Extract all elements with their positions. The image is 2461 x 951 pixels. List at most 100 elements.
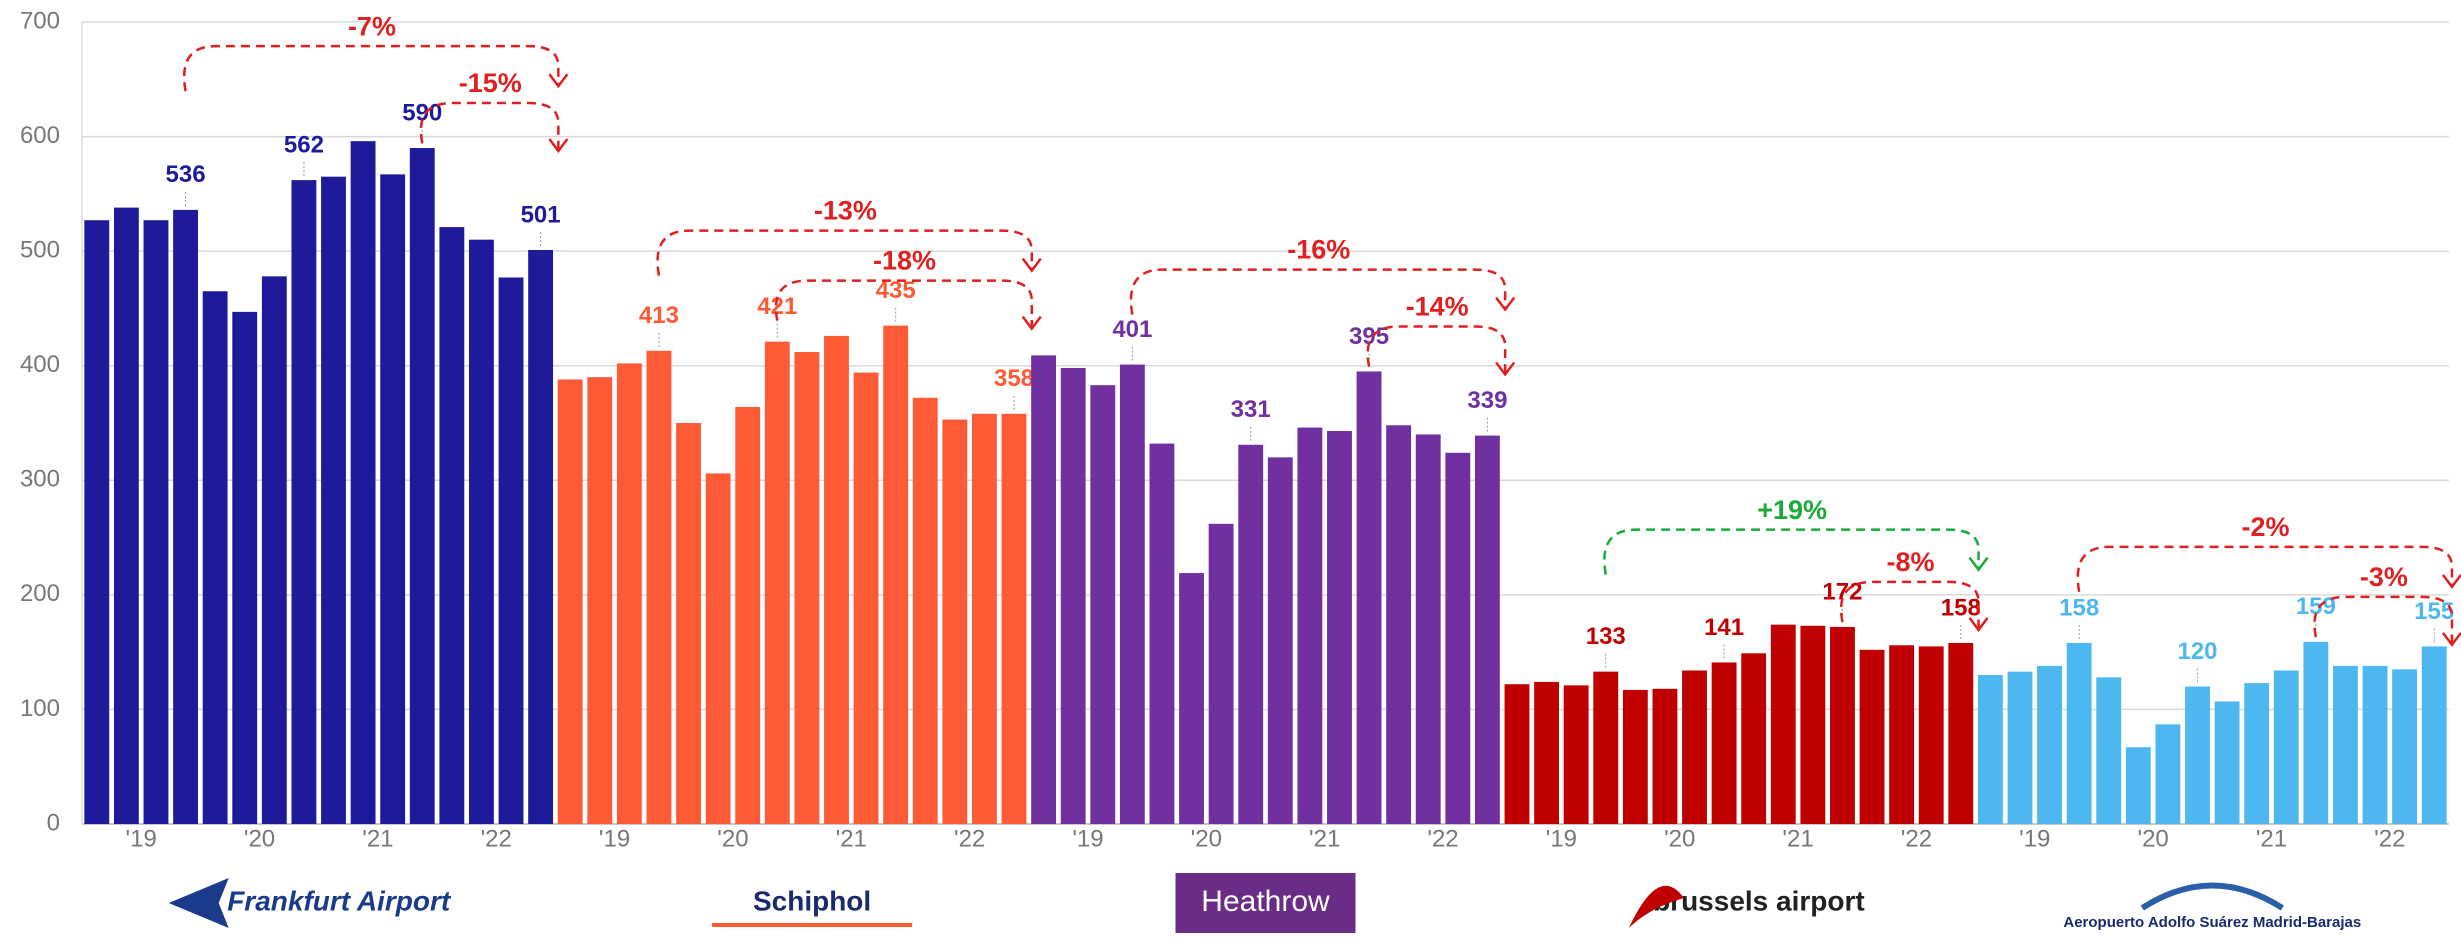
arrow-head	[1021, 257, 1042, 273]
bar	[1563, 685, 1589, 824]
bar	[2007, 671, 2033, 824]
bar	[735, 406, 761, 824]
x-tick-label: '21	[1782, 825, 1813, 852]
change-label: -2%	[2242, 512, 2290, 542]
arrow-head	[1495, 296, 1516, 312]
y-tick-label: 100	[20, 695, 60, 722]
bar	[1208, 523, 1234, 824]
y-tick-label: 500	[20, 236, 60, 263]
y-tick-label: 0	[47, 809, 60, 836]
change-arrow	[656, 229, 1034, 276]
bar	[1830, 626, 1855, 824]
bar	[2421, 646, 2447, 824]
data-label: 413	[639, 302, 679, 329]
bar	[1504, 684, 1530, 824]
x-tick-label: '20	[1664, 825, 1695, 852]
bar	[439, 227, 465, 824]
bar	[1859, 649, 1885, 824]
x-tick-label: '22	[1901, 825, 1932, 852]
bar	[143, 220, 169, 825]
bar	[853, 372, 879, 824]
bar	[1415, 434, 1441, 824]
bar	[1001, 413, 1027, 824]
change-arrow	[1603, 528, 1980, 575]
change-arrow	[1129, 268, 1507, 315]
change-label: -16%	[1287, 235, 1350, 265]
bar	[2185, 686, 2210, 824]
series-name: brussels airport	[1653, 885, 1865, 916]
bar	[528, 249, 554, 825]
logo-b	[1628, 885, 1684, 928]
y-tick-label: 700	[20, 7, 60, 34]
bar	[84, 220, 110, 825]
y-tick-label: 300	[20, 466, 60, 493]
bar	[587, 377, 613, 824]
change-arrow	[1839, 580, 1980, 630]
x-tick-label: '21	[1309, 825, 1340, 852]
bar	[1119, 364, 1145, 824]
series-name: Frankfurt Airport	[227, 885, 452, 916]
data-label: 562	[284, 131, 324, 158]
bar	[942, 419, 968, 824]
bar	[1889, 645, 1915, 824]
change-arrow	[183, 44, 560, 92]
bar	[202, 291, 228, 824]
x-tick-label: '22	[481, 825, 512, 852]
change-arrow	[774, 279, 1034, 329]
bar	[2066, 642, 2092, 824]
x-tick-label: '20	[717, 825, 748, 852]
bar	[2214, 701, 2240, 824]
x-tick-label: '20	[1191, 825, 1222, 852]
bar	[883, 325, 909, 824]
change-arrow	[419, 101, 560, 152]
bar	[2333, 665, 2358, 824]
bar	[1534, 681, 1560, 824]
arrow-head	[1021, 315, 1042, 331]
data-label: 536	[166, 161, 206, 188]
x-tick-label: '22	[2374, 825, 2405, 852]
bar	[2392, 669, 2418, 824]
logo-swoosh	[2140, 882, 2284, 911]
data-label: 358	[994, 365, 1034, 392]
x-tick-label: '19	[1072, 825, 1103, 852]
change-label: -3%	[2360, 562, 2408, 592]
y-tick-label: 600	[20, 122, 60, 149]
bar	[1770, 624, 1796, 824]
bar	[1179, 573, 1204, 824]
bar	[321, 176, 346, 824]
bar	[2362, 665, 2388, 824]
x-tick-label: '19	[2019, 825, 2050, 852]
bar	[1031, 355, 1057, 824]
x-tick-label: '22	[954, 825, 985, 852]
bar	[1711, 662, 1737, 824]
bar	[1652, 688, 1678, 824]
data-label: 501	[521, 201, 561, 228]
bar	[1327, 431, 1352, 824]
arrow-head	[548, 138, 569, 154]
series-name: Aeropuerto Adolfo Suárez Madrid-Barajas	[2063, 914, 2361, 931]
bar	[2037, 665, 2062, 824]
bar	[232, 311, 258, 824]
change-label: +19%	[1757, 495, 1827, 525]
bar	[380, 174, 406, 824]
bar	[261, 276, 287, 824]
bar	[764, 341, 790, 824]
bar	[1593, 671, 1619, 824]
bar	[824, 335, 849, 824]
series-name: Heathrow	[1201, 885, 1330, 918]
bar	[912, 397, 938, 824]
arrow-head	[2441, 574, 2461, 589]
data-label: 158	[2059, 594, 2099, 621]
bar	[1918, 646, 1944, 824]
bar	[173, 209, 198, 824]
bar	[113, 207, 139, 824]
y-tick-label: 400	[20, 351, 60, 378]
data-label: 435	[876, 277, 916, 304]
bar	[1741, 653, 1767, 824]
change-label: -7%	[348, 11, 396, 41]
bar	[498, 277, 524, 825]
bar	[409, 148, 435, 824]
bar	[2273, 670, 2299, 824]
bar	[646, 350, 672, 824]
